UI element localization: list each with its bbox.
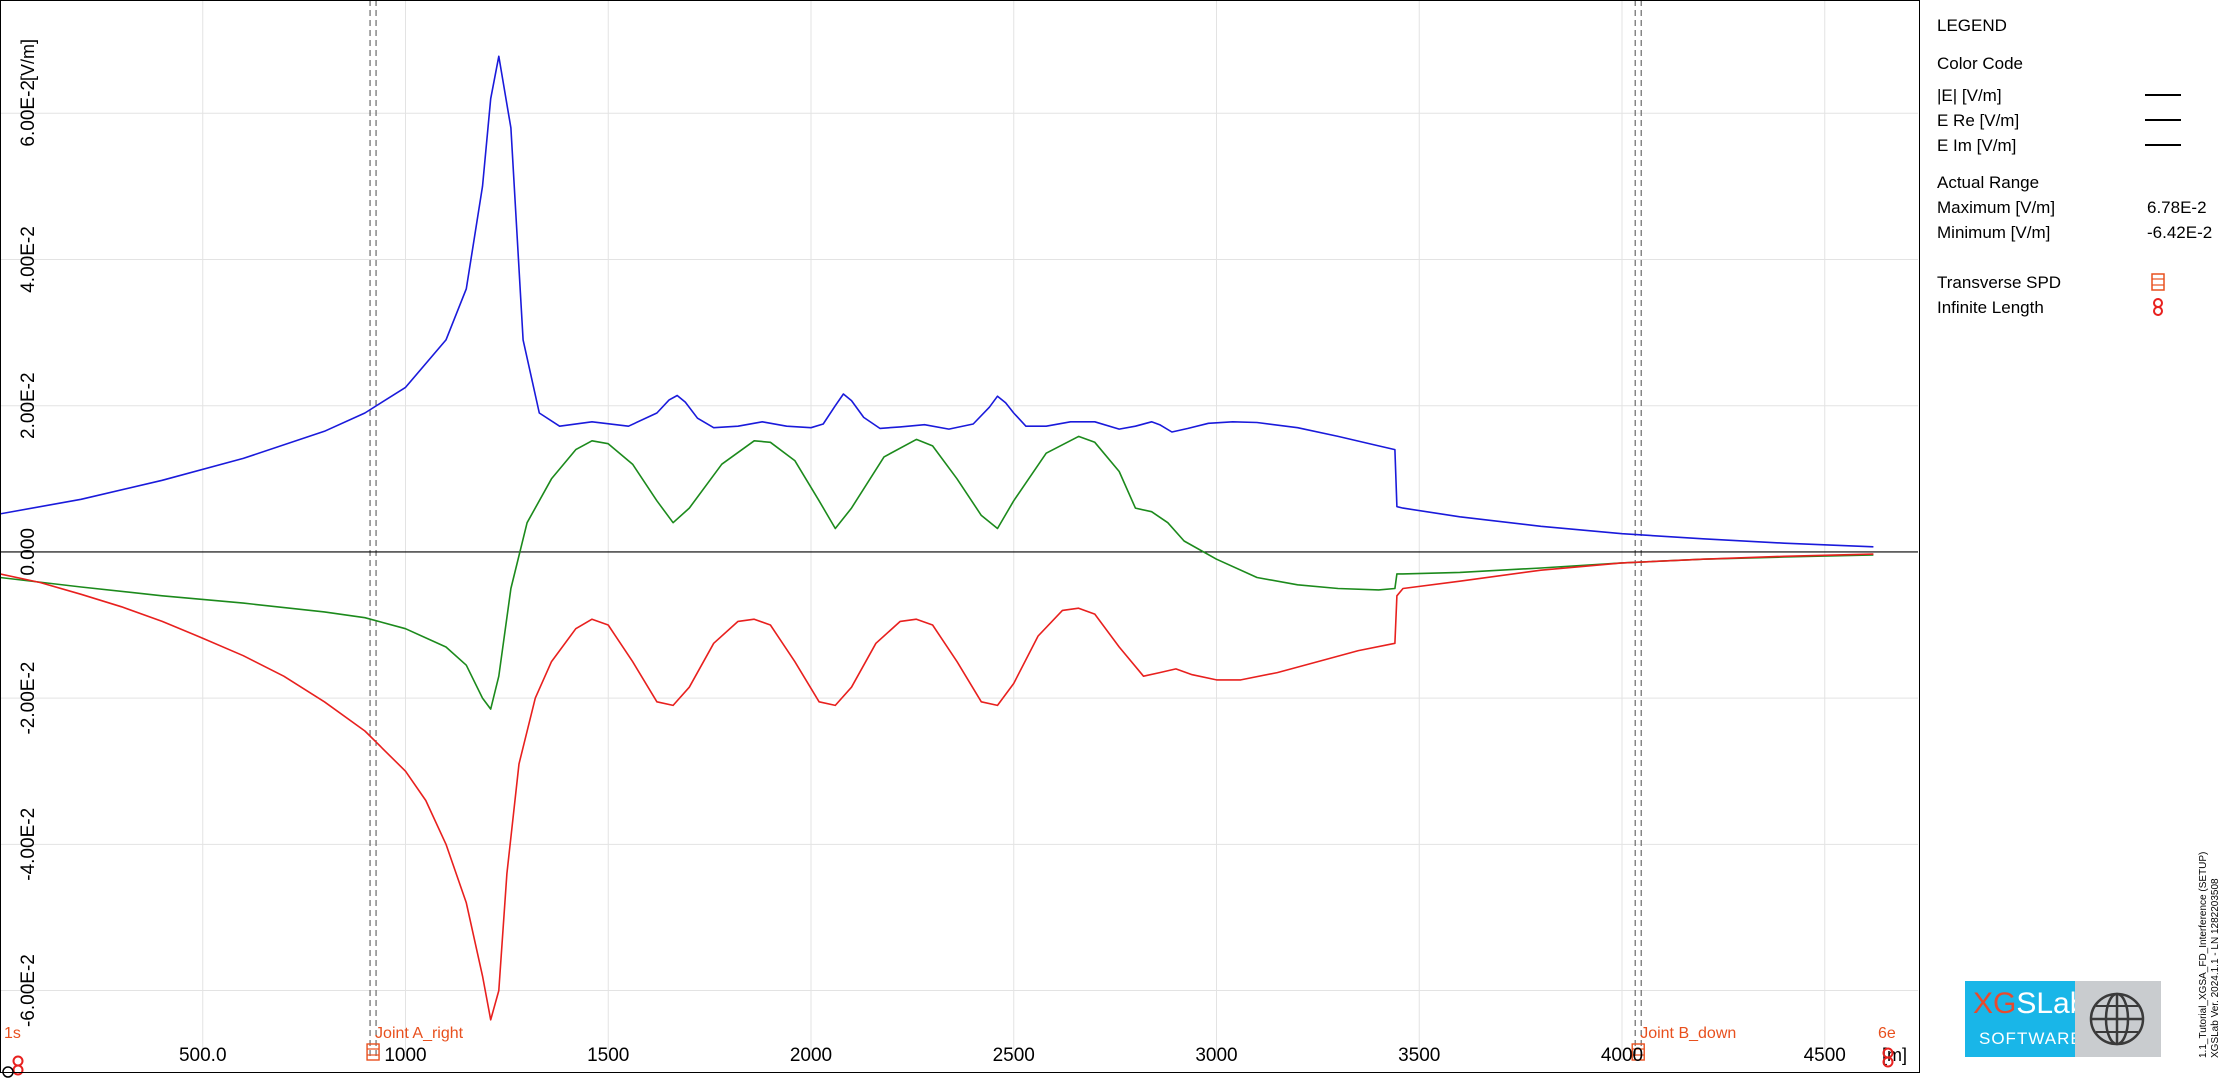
x-tick-label-6: 3500 xyxy=(1398,1045,1440,1066)
plot-border xyxy=(0,0,1920,1073)
y-tick-label-2: 2.00E-2 xyxy=(18,372,39,439)
edge-infinite-icon-bottom-1 xyxy=(1882,1056,1894,1068)
x-axis-unit: [m] xyxy=(1882,1045,1907,1065)
marker-spd-icon-0 xyxy=(366,1043,380,1061)
edge-infinite-icon-top-0 xyxy=(12,1055,24,1067)
version-info: 1.1_Tutorial_XGSA_FD_Interference (SETUP… xyxy=(2198,852,2222,1058)
x-tick-label-7: 4000 xyxy=(1601,1045,1643,1066)
edge-infinite-icons xyxy=(2,1047,1894,1078)
x-tick-label-8: 4500 xyxy=(1804,1045,1846,1066)
logo-software: SOFTWARE xyxy=(1979,1029,2083,1048)
legend-title: LEGEND xyxy=(1937,16,2007,35)
y-tick-label-6: -6.00E-2 xyxy=(18,954,39,1027)
series-line-1 xyxy=(0,435,1874,710)
transverse-spd-icon xyxy=(2151,273,2165,291)
series-line-2 xyxy=(0,553,1874,1021)
x-tick-label-4: 2500 xyxy=(993,1045,1035,1066)
minimum-label: Minimum [V/m] xyxy=(1937,223,2051,242)
y-tick-label-4: -2.00E-2 xyxy=(18,662,39,735)
legend-series-e-re: E Re [V/m] xyxy=(1937,111,2020,130)
logo-brand: XGSLab xyxy=(1973,987,2087,1020)
grid-lines xyxy=(0,0,1918,1060)
legend-panel: LEGEND Color Code |E| [V/m] E Re [V/m] E… xyxy=(1937,0,2233,1081)
y-tick-label-0: 6.00E-2 xyxy=(18,80,39,147)
edge-label-left: 1s xyxy=(4,1025,21,1042)
y-tick-label-3: 0.000 xyxy=(18,528,39,576)
infinite-length-icon xyxy=(2153,298,2163,316)
series-line-0 xyxy=(0,55,1874,548)
marker-label-0: Joint A_right xyxy=(375,1025,464,1042)
logo-text-block: XGSLab SOFTWARE xyxy=(1965,981,2086,1057)
xgslab-logo: XGSLab SOFTWARE xyxy=(1965,981,2161,1057)
legend-swatch-e-re xyxy=(2145,119,2181,121)
legend-swatch-e-im xyxy=(2145,144,2181,146)
x-tick-label-1: 1000 xyxy=(384,1045,426,1066)
marker-spd-icon-1 xyxy=(1631,1043,1645,1061)
edge-label-right: 6e xyxy=(1878,1025,1896,1042)
chart-plot-area: Joint A_right Joint B_down 6.00E-2 4.00E-2… xyxy=(0,0,1920,1078)
logo-globe-block xyxy=(2075,981,2161,1057)
transverse-spd-label: Transverse SPD xyxy=(1937,273,2062,292)
version-line-2: XGSLab Ver. 2024.1.1 - LN 1282203508 xyxy=(2210,878,2221,1058)
version-line-1: 1.1_Tutorial_XGSA_FD_Interference (SETUP… xyxy=(2198,851,2209,1058)
series-lines xyxy=(0,55,1874,1021)
x-tick-label-3: 2000 xyxy=(790,1045,832,1066)
maximum-label: Maximum [V/m] xyxy=(1937,198,2056,217)
x-tick-labels: 500.0 1000 1500 2000 2500 3000 3500 4000 4500 xyxy=(179,1045,1846,1066)
y-tick-label-1: 4.00E-2 xyxy=(18,226,39,293)
color-code-title: Color Code xyxy=(1937,54,2023,73)
x-tick-label-5: 3000 xyxy=(1195,1045,1237,1066)
legend-series-e-abs: |E| [V/m] xyxy=(1937,86,2002,105)
x-tick-label-0: 500.0 xyxy=(179,1045,227,1066)
marker-label-1: Joint B_down xyxy=(1640,1025,1736,1042)
y-axis-unit: [V/m] xyxy=(18,39,38,81)
legend-swatch-e-abs xyxy=(2145,94,2181,96)
globe-icon xyxy=(2089,992,2145,1046)
joint-markers: Joint A_right Joint B_down xyxy=(366,0,1736,1061)
y-tick-labels: 6.00E-2 4.00E-2 2.00E-2 0.000 -2.00E-2 -4.00E… xyxy=(18,80,39,1027)
maximum-value: 6.78E-2 xyxy=(2147,198,2207,217)
legend-series-e-im: E Im [V/m] xyxy=(1937,136,2017,155)
edge-infinite-icon-bottom-0 xyxy=(12,1064,24,1076)
minimum-value: -6.42E-2 xyxy=(2147,223,2213,242)
y-tick-label-5: -4.00E-2 xyxy=(18,808,39,881)
actual-range-title: Actual Range xyxy=(1937,173,2040,192)
infinite-length-label: Infinite Length xyxy=(1937,298,2044,317)
x-tick-label-2: 1500 xyxy=(587,1045,629,1066)
